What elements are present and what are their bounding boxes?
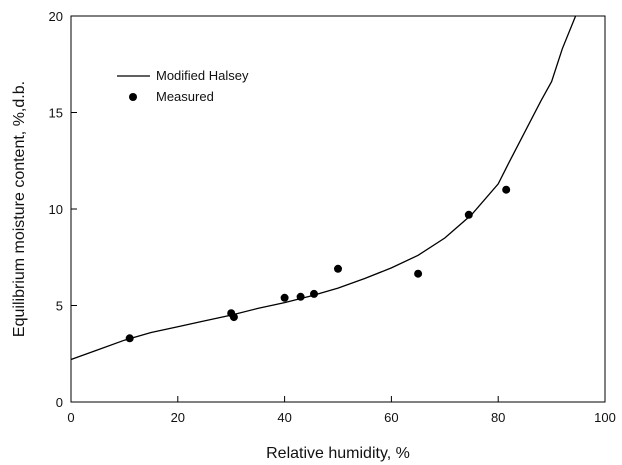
x-tick-label: 80 xyxy=(491,410,505,425)
x-tick-label: 20 xyxy=(171,410,185,425)
legend-marker-swatch xyxy=(129,93,137,101)
y-axis-ticks: 0 5 10 15 20 xyxy=(49,9,77,410)
measured-point xyxy=(310,289,318,298)
measured-point xyxy=(464,210,473,219)
x-tick-label: 60 xyxy=(384,410,398,425)
x-axis-title: Relative humidity, % xyxy=(266,445,410,462)
y-tick-label: 0 xyxy=(56,395,63,410)
series-layer xyxy=(70,15,577,361)
x-tick-label: 0 xyxy=(67,410,74,425)
x-tick-label: 40 xyxy=(277,410,291,425)
measured-point xyxy=(296,292,305,301)
measured-point xyxy=(414,269,423,278)
legend-label-modified-halsey: Modified Halsey xyxy=(156,68,249,83)
y-axis-title: Equilibrium moisture content, %,d.b. xyxy=(11,81,28,337)
x-axis-ticks: 0 20 40 60 80 100 xyxy=(67,396,616,425)
y-tick-label: 15 xyxy=(49,106,63,121)
measured-point xyxy=(502,185,511,194)
plot-frame xyxy=(70,15,606,403)
legend-label-measured: Measured xyxy=(156,89,214,104)
measured-point xyxy=(334,264,342,273)
x-tick-label: 100 xyxy=(594,410,616,425)
y-tick-label: 10 xyxy=(49,202,63,217)
measured-point xyxy=(125,334,134,343)
measured-point xyxy=(229,313,238,322)
series-line-modified-halsey xyxy=(70,15,577,361)
y-tick-label: 5 xyxy=(56,299,63,314)
y-tick-label: 20 xyxy=(49,9,63,24)
legend: Modified Halsey Measured xyxy=(117,68,249,104)
measured-point xyxy=(280,293,289,302)
